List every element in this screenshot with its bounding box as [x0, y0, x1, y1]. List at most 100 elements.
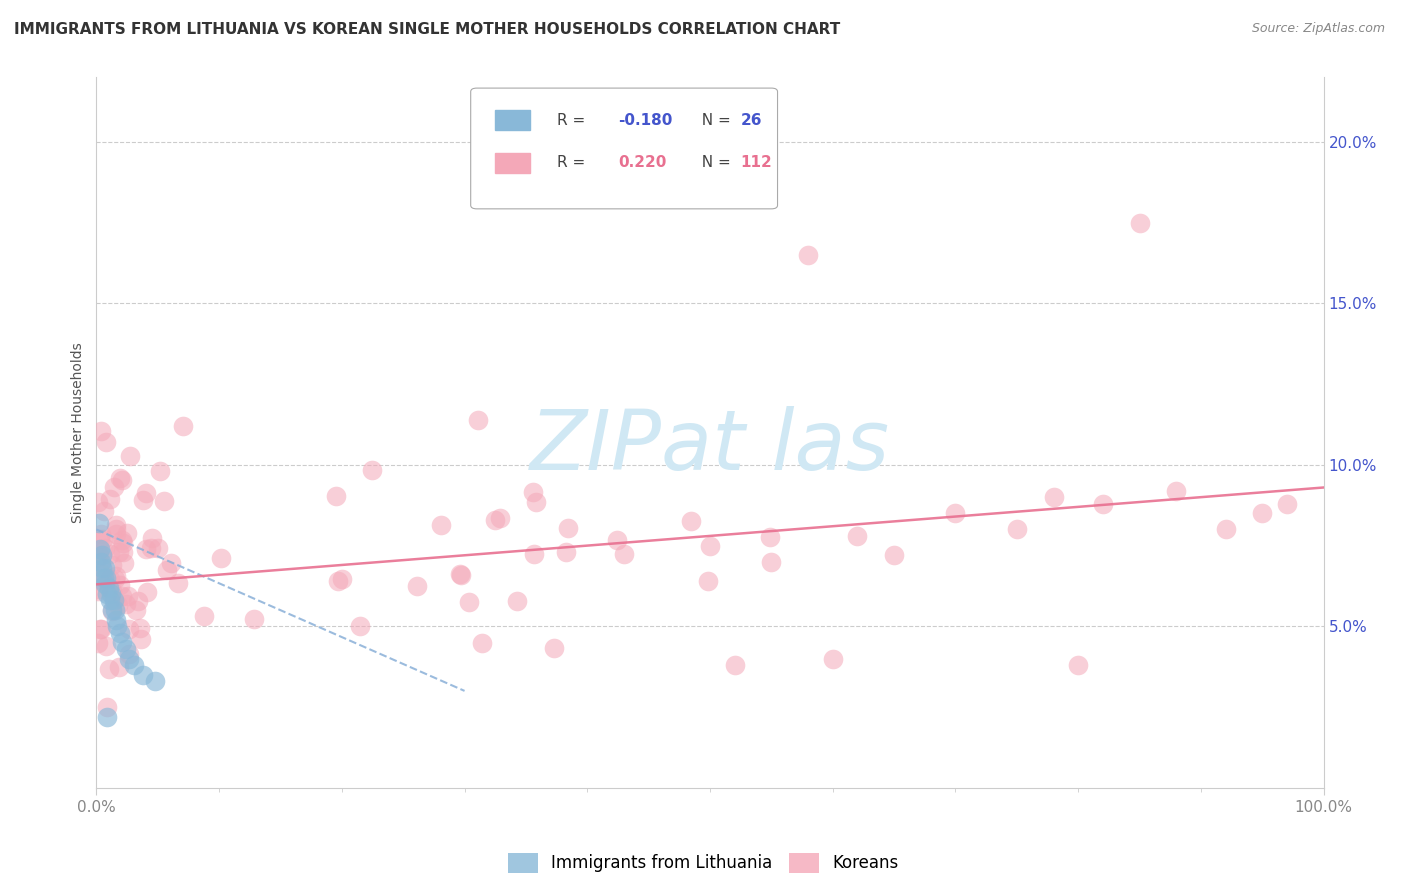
Point [90, 424, 112, 438]
Point [118, 648, 141, 662]
Point [98, 547, 121, 561]
Point [1215, 523, 1237, 537]
Point [104, 603, 127, 617]
Text: 26: 26 [741, 112, 762, 128]
Point [94, 639, 117, 653]
Point [132, 667, 155, 681]
Point [613, 547, 636, 561]
Point [166, 575, 188, 590]
Point [1275, 497, 1298, 511]
Point [681, 514, 703, 528]
Point [98, 492, 121, 507]
Point [91, 567, 114, 582]
Point [97, 581, 120, 595]
Point [96, 710, 118, 724]
Legend: Immigrants from Lithuania, Koreans: Immigrants from Lithuania, Koreans [501, 847, 905, 880]
Point [90, 555, 112, 569]
Point [1129, 216, 1152, 230]
Point [846, 529, 869, 543]
Text: R =: R = [557, 112, 589, 128]
Point [97, 662, 120, 676]
Point [699, 539, 721, 553]
Point [114, 641, 136, 656]
Point [100, 587, 122, 601]
Point [103, 480, 125, 494]
Point [105, 568, 128, 582]
Point [91, 532, 114, 546]
Point [156, 563, 179, 577]
Point [87, 549, 110, 564]
Point [139, 541, 162, 555]
Point [149, 464, 172, 478]
Point [136, 584, 159, 599]
Point [90, 527, 112, 541]
Text: N =: N = [692, 155, 735, 170]
Point [104, 522, 127, 536]
Point [94, 434, 117, 449]
Point [112, 557, 135, 571]
Bar [495, 153, 530, 173]
Point [112, 544, 135, 558]
Point [87, 516, 110, 530]
Point [111, 535, 134, 549]
Point [883, 549, 905, 563]
Point [100, 558, 122, 573]
Point [557, 521, 579, 535]
Point [101, 604, 124, 618]
Point [489, 511, 512, 525]
Point [555, 545, 578, 559]
Point [172, 419, 194, 434]
Point [360, 463, 382, 477]
Text: IMMIGRANTS FROM LITHUANIA VS KOREAN SINGLE MOTHER HOUSEHOLDS CORRELATION CHART: IMMIGRANTS FROM LITHUANIA VS KOREAN SING… [14, 22, 841, 37]
Point [723, 658, 745, 673]
Point [111, 635, 134, 649]
Point [108, 625, 131, 640]
Point [524, 494, 547, 508]
Point [91, 561, 114, 575]
Point [111, 589, 134, 603]
Point [522, 485, 544, 500]
Text: N =: N = [692, 112, 735, 128]
Point [696, 574, 718, 588]
Point [98, 593, 121, 607]
Point [606, 533, 628, 548]
Point [160, 556, 183, 570]
Point [484, 513, 506, 527]
Point [103, 593, 125, 607]
Point [118, 651, 141, 665]
Point [104, 518, 127, 533]
Point [1067, 658, 1090, 673]
Point [89, 533, 111, 547]
Point [94, 541, 117, 556]
Point [523, 547, 546, 561]
Text: Source: ZipAtlas.com: Source: ZipAtlas.com [1251, 22, 1385, 36]
Point [330, 572, 353, 586]
Point [118, 449, 141, 463]
FancyBboxPatch shape [471, 88, 778, 209]
Point [471, 636, 494, 650]
Point [89, 622, 111, 636]
Point [87, 582, 110, 596]
Point [141, 531, 163, 545]
Point [115, 597, 138, 611]
Point [104, 613, 127, 627]
Point [118, 623, 141, 637]
Point [132, 493, 155, 508]
Point [105, 526, 128, 541]
Text: ZIPat las: ZIPat las [530, 406, 890, 487]
Point [87, 548, 110, 562]
Point [349, 619, 371, 633]
Point [457, 595, 479, 609]
Point [101, 603, 124, 617]
Point [797, 248, 820, 262]
Point [543, 641, 565, 656]
Point [124, 658, 146, 673]
Point [108, 471, 131, 485]
Text: -0.180: -0.180 [619, 112, 672, 128]
Text: 112: 112 [741, 155, 772, 170]
Point [105, 619, 128, 633]
Point [87, 572, 110, 586]
Text: R =: R = [557, 155, 589, 170]
Point [143, 674, 166, 689]
Point [326, 574, 349, 588]
